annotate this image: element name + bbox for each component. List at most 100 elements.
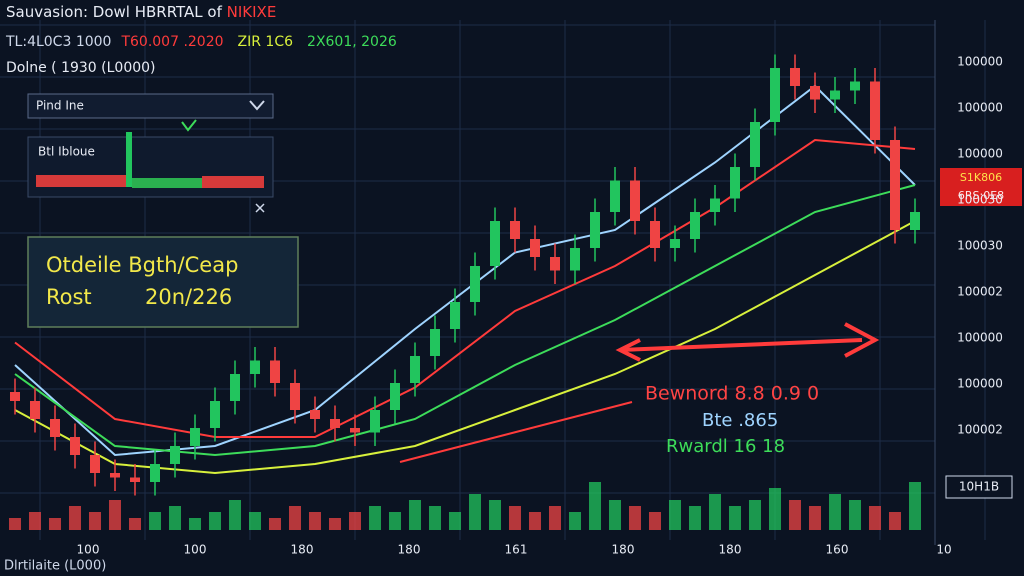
info-box-line: Otdeile Bgth/Ceap (46, 253, 238, 277)
volume-bar (429, 506, 441, 530)
time-axis-label: 161 (505, 543, 528, 557)
volume-bar (709, 494, 721, 530)
candle-body (670, 239, 680, 248)
volume-bar (129, 518, 141, 530)
candle-body (550, 257, 560, 271)
price-axis-label: 100000 (957, 147, 1003, 161)
close-icon (255, 203, 265, 213)
volume-bar (289, 506, 301, 530)
candle-body (530, 239, 540, 257)
volume-bar (509, 506, 521, 530)
volume-bar (49, 518, 61, 530)
price-tag-box (940, 168, 1022, 206)
volume-tag: 10H1B (959, 480, 999, 494)
volume-bar (549, 506, 561, 530)
time-axis-label: 160 (826, 543, 849, 557)
moving-average (14, 138, 916, 438)
volume-bar (649, 512, 661, 530)
candle-body (50, 419, 60, 437)
candle-body (570, 248, 580, 271)
moving-average (14, 184, 916, 457)
volume-bar (109, 500, 121, 530)
volume-bar (249, 512, 261, 530)
candle-body (350, 428, 360, 433)
price-axis-label: 100000 (957, 377, 1003, 391)
candle-body (110, 473, 120, 478)
price-tag-text: 6RS:0E8 (958, 189, 1004, 202)
footer: Dlrtilaite (L000) (4, 559, 106, 574)
volume-bar (449, 512, 461, 530)
candle-body (830, 90, 840, 100)
volume-bar (209, 512, 221, 530)
candle-body (250, 360, 260, 374)
bias-text: Bte .865 (702, 410, 778, 431)
volume-bar (329, 518, 341, 530)
volume-bar (369, 506, 381, 530)
candle-body (870, 81, 880, 140)
volume-bar (869, 506, 881, 530)
candle-body (710, 198, 720, 212)
candle-body (270, 360, 280, 383)
mini-bar (132, 178, 202, 188)
volume-bar (89, 512, 101, 530)
price-axis-label: 100000 (957, 101, 1003, 115)
candle-body (30, 401, 40, 419)
check-icon (181, 119, 197, 132)
candle-body (430, 329, 440, 356)
time-axis-label: 180 (612, 543, 635, 557)
mini-bar (126, 132, 132, 187)
candle-body (810, 86, 820, 100)
volume-bar (229, 500, 241, 530)
volume-bar (629, 506, 641, 530)
candle-body (470, 266, 480, 302)
title: Sauvasion: Dowl HBRRTAL of NIKIXE (6, 3, 276, 21)
volume-bar (409, 500, 421, 530)
volume-bar (149, 512, 161, 530)
dropdown-box[interactable] (27, 93, 274, 119)
price-axis-label: 100030 (957, 239, 1003, 253)
volume-bar (269, 518, 281, 530)
time-axis-label: 180 (719, 543, 742, 557)
volume-bar (529, 512, 541, 530)
volume-bar (189, 518, 201, 530)
candle-body (730, 167, 740, 199)
volume-bar (829, 494, 841, 530)
volume-tag-box (945, 475, 1013, 499)
info-box-line: 20n/226 (145, 285, 232, 309)
candle-body (890, 140, 900, 230)
volume-bar (469, 494, 481, 530)
volume-bar (909, 482, 921, 530)
candle-body (390, 383, 400, 410)
mini-panel-label: Btl Ibloue (38, 145, 95, 159)
price-tag-text: S1K806 (960, 171, 1002, 184)
candle-body (310, 410, 320, 419)
candle-body (450, 302, 460, 329)
candle-body (130, 477, 140, 482)
info-line: TL:4L0C3 1000 T60.007 .2020 ZIR 1C6 2X601, … (5, 34, 397, 50)
candle-body (750, 122, 760, 167)
mini-bar (202, 176, 264, 188)
candle-body (150, 464, 160, 482)
candle-body (370, 410, 380, 433)
volume-bar (69, 506, 81, 530)
volume-bar (729, 506, 741, 530)
candle-body (850, 81, 860, 91)
moving-average (14, 220, 916, 475)
mini-panel: Btl Ibloue (27, 132, 274, 213)
candle-body (210, 401, 220, 428)
volume-bar (489, 500, 501, 530)
time-axis-label: 100 (77, 543, 100, 557)
candle-body (650, 221, 660, 248)
time-axis-label: 180 (398, 543, 421, 557)
volume-bar (169, 506, 181, 530)
mini-bar (36, 175, 126, 187)
dropdown[interactable]: Pind Ine (27, 93, 274, 119)
volume-bar (849, 500, 861, 530)
volume-bar (9, 518, 21, 530)
volume-bar (389, 512, 401, 530)
price-axis-label: 100000 (957, 331, 1003, 345)
volume-bar (589, 482, 601, 530)
candle-body (770, 68, 780, 122)
volume-bar (889, 512, 901, 530)
